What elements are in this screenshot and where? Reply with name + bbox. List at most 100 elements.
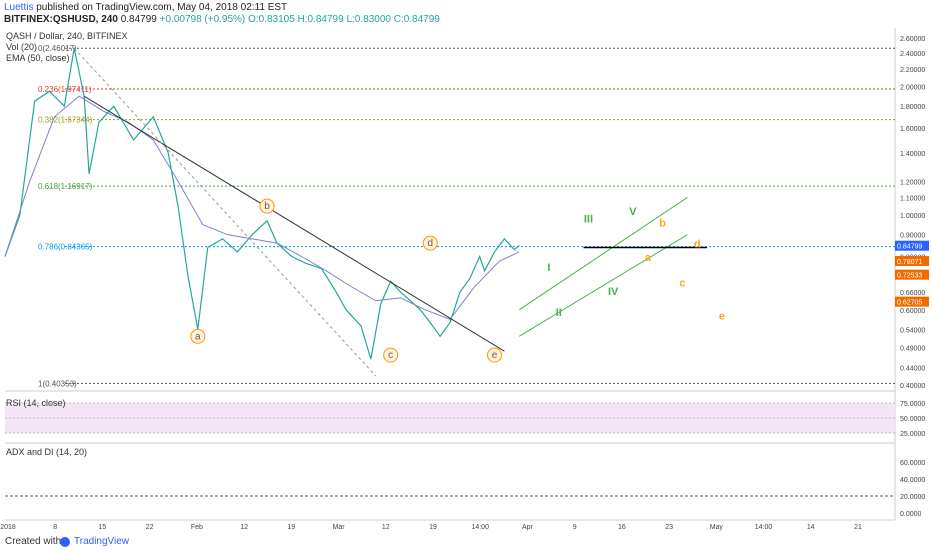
y-tick-label: 1.00000 (900, 213, 925, 220)
wave-label: d (427, 238, 433, 249)
y-tick-label: 0.90000 (900, 233, 925, 240)
projection-label: d (694, 238, 701, 250)
price-series (4, 48, 520, 360)
projection-label: e (719, 310, 725, 322)
wave-label: c (388, 350, 393, 361)
x-tick-label: Feb (191, 524, 203, 531)
fib-level-label: 1(0.40353) (38, 379, 77, 388)
x-tick-label: 16 (618, 524, 626, 531)
wave-label: e (492, 350, 498, 361)
price-change: +0.00798 (+0.95%) (159, 14, 246, 25)
fib-level-label: 0.618(1.16917) (38, 182, 93, 191)
x-tick-label: 2018 (0, 524, 16, 531)
wave-label-circle (383, 347, 399, 363)
published-text: published on TradingView.com, May 04, 20… (36, 2, 288, 13)
fib-level-label: 0.236(1.97411) (38, 85, 92, 94)
x-tick-label: 9 (573, 524, 577, 531)
x-tick-label: 14 (807, 524, 815, 531)
projection-label: a (645, 252, 652, 264)
channel-lower (518, 234, 688, 337)
x-tick-label: 12 (240, 524, 248, 531)
adx-tick-label: 60.0000 (900, 460, 925, 467)
impulse-wave-label: III (584, 214, 593, 226)
impulse-wave-label: I (547, 262, 550, 274)
x-tick-label: 15 (99, 524, 107, 531)
price-axis-tag (895, 296, 929, 307)
rsi-tick-label: 50.0000 (900, 416, 925, 423)
footer-brand[interactable]: TradingView (74, 536, 130, 547)
adx-tick-label: 20.0000 (900, 494, 925, 501)
rsi-tick-label: 75.0000 (900, 401, 925, 408)
y-tick-label: 1.80000 (900, 104, 925, 111)
adx-tick-label: 40.0000 (900, 477, 925, 484)
chart-legend: QASH / Dollar, 240, BITFINEX Vol (20) EM… (6, 31, 128, 64)
x-tick-label: Mar (333, 524, 346, 531)
x-tick-label: May (710, 524, 724, 531)
wave-label-circle (487, 347, 502, 363)
wave-label-circle (422, 235, 438, 251)
price-axis-tag (895, 269, 929, 280)
price-chart[interactable]: 2.60000 2.40000 2.20000 2.00000 1.80000 1.600… (0, 0, 932, 534)
y-tick-label: 0.44000 (900, 365, 925, 372)
x-tick-label: 12 (382, 524, 390, 531)
price-axis-tag (895, 256, 929, 267)
price-axis-tag-label: 0.84799 (897, 244, 922, 251)
y-tick-label: 0.40000 (900, 383, 925, 390)
ema-series (4, 95, 520, 320)
x-tick-label: 23 (665, 524, 673, 531)
author-name[interactable]: Luettis (4, 2, 34, 13)
y-tick-label: 1.40000 (900, 151, 925, 158)
footer-created: Created with (5, 536, 62, 547)
last-price: 0.84799 (120, 14, 157, 25)
legend-title: QASH / Dollar, 240, BITFINEX (6, 31, 128, 41)
x-tick-label: Apr (522, 524, 534, 531)
impulse-wave-label: IV (608, 286, 619, 298)
rsi-legend: RSI (14, close) (6, 398, 66, 408)
y-tick-label: 1.10000 (900, 195, 925, 202)
dashed-trendline (73, 47, 377, 377)
x-tick-label: 8 (53, 524, 57, 531)
chart-header: Luettis published on TradingView.com, Ma… (0, 0, 932, 28)
wave-label: a (195, 331, 201, 342)
symbol-label: BITFINEX:QSHUSD, 240 (4, 14, 118, 25)
y-tick-label: 0.60000 (900, 308, 925, 315)
price-axis-tag (895, 240, 929, 251)
x-tick-label: 19 (287, 524, 295, 531)
x-tick-label: 22 (146, 524, 154, 531)
tradingview-logo-icon (60, 537, 70, 547)
rsi-tick-label: 25.0000 (900, 431, 925, 438)
price-axis-tag-label: 0.72533 (897, 273, 922, 280)
footer: Created with TradingView (0, 534, 932, 550)
trendline (83, 95, 505, 352)
y-tick-label: 1.60000 (900, 126, 925, 133)
ohlc-values: O:0.83105 H:0.84799 L:0.83000 C:0.84799 (248, 14, 440, 25)
y-tick-label: 2.60000 (900, 36, 925, 43)
projection-label: c (679, 278, 685, 290)
x-tick-label: 19 (429, 524, 437, 531)
fib-level-label: 0.382(1.67344) (38, 116, 93, 125)
legend-ema: EMA (50, close) (6, 53, 70, 63)
impulse-wave-label: II (556, 307, 562, 319)
price-axis-tag-label: 0.78071 (897, 259, 922, 266)
fib-level-label: 0.786(0.84365) (38, 243, 93, 252)
channel-upper (518, 197, 688, 311)
wave-label-circle (190, 328, 206, 344)
y-tick-label: 0.66000 (900, 290, 925, 297)
y-tick-label: 2.20000 (900, 67, 925, 74)
wave-label-circle (259, 198, 275, 214)
price-axis-tag-label: 0.62705 (897, 300, 922, 307)
y-tick-label: 0.54000 (900, 327, 925, 334)
x-tick-label: 21 (854, 524, 862, 531)
adx-legend: ADX and DI (14, 20) (6, 447, 88, 457)
impulse-wave-label: V (629, 206, 637, 218)
legend-vol: Vol (20) (6, 42, 38, 52)
y-tick-label: 2.00000 (900, 85, 925, 92)
adx-tick-label: 0.0000 (900, 511, 922, 518)
y-tick-label: 2.40000 (900, 51, 925, 58)
x-tick-label: 14:00 (471, 524, 489, 531)
fib-level-label: 0(2.46017) (38, 44, 77, 53)
projection-label: b (659, 218, 666, 230)
x-tick-label: 14:00 (755, 524, 773, 531)
y-tick-label: 1.20000 (900, 179, 925, 186)
y-tick-label: 0.49000 (900, 345, 925, 352)
